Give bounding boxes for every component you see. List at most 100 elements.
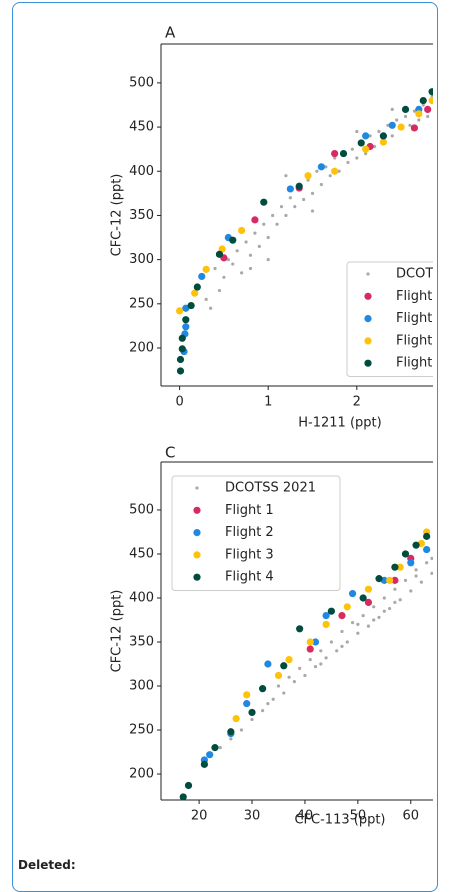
legend-marker bbox=[193, 551, 201, 559]
background-point bbox=[303, 673, 307, 678]
legend-label: Flight 2 bbox=[225, 525, 274, 540]
flight-point bbox=[412, 541, 420, 549]
background-point bbox=[271, 213, 275, 218]
background-point bbox=[257, 244, 261, 248]
flight-point bbox=[184, 781, 193, 790]
flight-point bbox=[182, 323, 190, 331]
flight-point bbox=[428, 88, 433, 96]
background-point bbox=[284, 174, 288, 178]
flight-point bbox=[317, 163, 325, 171]
flight-point bbox=[306, 645, 314, 653]
background-point bbox=[426, 114, 430, 119]
flight-point bbox=[286, 185, 294, 193]
background-point bbox=[315, 169, 319, 173]
legend-marker bbox=[193, 529, 201, 537]
background-point bbox=[372, 605, 376, 609]
flight-point bbox=[182, 316, 190, 324]
background-point bbox=[417, 118, 421, 122]
flight-point bbox=[397, 123, 405, 131]
background-point bbox=[355, 129, 359, 134]
y-tick-label: 450 bbox=[129, 546, 154, 561]
y-tick-label: 300 bbox=[129, 252, 154, 267]
legend-box bbox=[171, 475, 341, 591]
flight-point bbox=[243, 691, 251, 699]
background-point bbox=[382, 609, 386, 613]
background-point bbox=[372, 144, 377, 149]
flight-point bbox=[379, 138, 387, 146]
background-point bbox=[425, 561, 429, 565]
background-point bbox=[302, 197, 306, 202]
x-tick-label: 20 bbox=[191, 809, 208, 824]
y-axis-label: CFC-12 (ppt) bbox=[110, 590, 125, 673]
y-tick-label: 500 bbox=[129, 75, 154, 90]
legend-label: Flight 3 bbox=[396, 333, 433, 348]
background-point bbox=[329, 640, 333, 644]
flight-point bbox=[227, 728, 235, 736]
flight-point bbox=[428, 96, 433, 105]
background-point bbox=[239, 728, 244, 732]
x-tick-label: 1 bbox=[264, 395, 272, 410]
flight-point bbox=[331, 167, 339, 175]
background-point bbox=[319, 649, 323, 653]
background-point bbox=[340, 629, 344, 634]
flight-point bbox=[248, 708, 256, 717]
background-point bbox=[350, 621, 355, 625]
background-point bbox=[430, 556, 433, 560]
flight-point bbox=[410, 124, 418, 132]
x-tick-label: 40 bbox=[297, 809, 314, 824]
background-point bbox=[306, 178, 310, 182]
flight-point bbox=[211, 744, 219, 752]
flight-point bbox=[176, 367, 185, 375]
flight-point bbox=[202, 265, 210, 273]
background-point bbox=[288, 196, 292, 200]
legend-label: Flight 4 bbox=[225, 570, 274, 585]
background-point bbox=[345, 640, 349, 644]
flight-point bbox=[243, 700, 251, 708]
background-point bbox=[390, 134, 394, 138]
flight-point bbox=[218, 245, 226, 253]
background-point bbox=[430, 571, 433, 575]
background-point bbox=[204, 297, 208, 301]
flight-point bbox=[260, 198, 268, 206]
background-point bbox=[308, 658, 312, 662]
background-point bbox=[276, 684, 281, 688]
background-point bbox=[248, 266, 253, 271]
background-point bbox=[279, 205, 284, 209]
background-point bbox=[266, 258, 270, 262]
flight-point bbox=[259, 685, 267, 693]
background-point bbox=[319, 182, 323, 187]
legend-marker bbox=[195, 486, 199, 490]
y-tick-label: 200 bbox=[129, 767, 154, 782]
y-tick-label: 500 bbox=[129, 502, 154, 517]
legend-label: Flight 4 bbox=[396, 356, 433, 371]
background-point bbox=[368, 134, 372, 138]
legend-label: Flight 1 bbox=[396, 289, 433, 304]
flight-point bbox=[229, 236, 237, 244]
legend-label: Flight 1 bbox=[225, 503, 274, 518]
background-point bbox=[377, 129, 381, 134]
background-point bbox=[419, 580, 423, 584]
flight-point bbox=[364, 598, 373, 606]
background-point bbox=[217, 288, 222, 293]
flight-point bbox=[206, 751, 214, 759]
background-point bbox=[403, 578, 408, 582]
background-point bbox=[240, 271, 244, 275]
background-point bbox=[414, 568, 418, 572]
y-tick-label: 250 bbox=[129, 296, 154, 311]
flight-point bbox=[238, 226, 246, 235]
y-tick-label: 200 bbox=[129, 341, 154, 356]
flight-point bbox=[304, 172, 312, 180]
flight-point bbox=[339, 149, 348, 158]
background-point bbox=[395, 118, 399, 122]
background-point bbox=[213, 266, 217, 271]
flight-point bbox=[386, 576, 394, 584]
background-point bbox=[346, 160, 350, 165]
background-point bbox=[275, 222, 279, 226]
legend-box bbox=[346, 261, 433, 377]
flight-point bbox=[391, 576, 399, 584]
x-tick-label: 0 bbox=[175, 395, 183, 410]
background-point bbox=[386, 123, 390, 127]
y-tick-label: 400 bbox=[129, 590, 154, 605]
background-point bbox=[388, 606, 392, 611]
